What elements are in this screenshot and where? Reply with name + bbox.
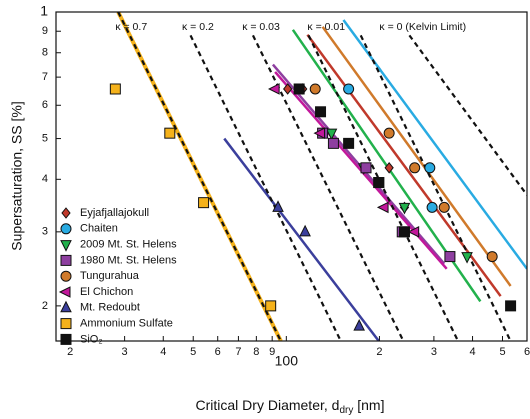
kappa-line xyxy=(117,12,282,341)
marker xyxy=(198,197,210,209)
marker xyxy=(461,252,473,264)
y-tick-label: 6 xyxy=(42,99,48,111)
marker xyxy=(343,137,355,149)
legend-marker xyxy=(61,207,71,219)
marker xyxy=(343,83,355,95)
marker xyxy=(398,202,411,215)
legend-marker xyxy=(60,333,72,345)
marker xyxy=(315,106,327,118)
marker xyxy=(383,127,395,139)
marker xyxy=(444,251,456,263)
marker xyxy=(299,224,311,237)
x-tick-label: 6 xyxy=(524,346,530,358)
legend-marker xyxy=(60,300,72,313)
x-tick-label: 100 xyxy=(275,353,299,369)
x-tick-label: 3 xyxy=(122,346,128,358)
marker xyxy=(376,201,389,214)
legend-label: 1980 Mt. St. Helens xyxy=(80,254,177,266)
marker xyxy=(353,319,365,331)
marker xyxy=(373,177,385,189)
y-tick-label: 5 xyxy=(42,132,48,144)
marker xyxy=(265,300,277,312)
fit-line xyxy=(306,33,502,297)
marker xyxy=(283,83,293,95)
legend-marker xyxy=(60,240,72,252)
annotation: κ = 0 (Kelvin Limit) xyxy=(379,21,466,33)
marker xyxy=(505,300,517,312)
x-tick-label: 6 xyxy=(215,346,221,358)
x-tick-label: 2 xyxy=(376,346,382,358)
kappa-line xyxy=(307,34,460,341)
y-axis-label: Supersaturation, SS [%] xyxy=(9,101,25,250)
fit-line xyxy=(321,26,512,287)
x-tick-label: 5 xyxy=(499,346,505,358)
y-tick-label: 3 xyxy=(42,226,48,238)
x-tick-label: 3 xyxy=(431,346,437,358)
x-tick-label: 5 xyxy=(190,346,196,358)
legend-marker xyxy=(60,223,72,235)
marker xyxy=(360,162,372,174)
kappa-line xyxy=(408,34,527,196)
y-tick-label: 8 xyxy=(42,47,48,59)
x-tick-label: 9 xyxy=(269,346,275,358)
x-tick-label: 8 xyxy=(253,346,259,358)
y-tick-label: 9 xyxy=(42,25,48,37)
annotation: κ = 0.2 xyxy=(182,21,214,33)
marker xyxy=(309,83,321,95)
legend-label: Tungurahua xyxy=(80,270,140,282)
x-axis-label-sub: dry xyxy=(339,405,353,416)
marker xyxy=(409,162,421,174)
kappa-line xyxy=(189,34,342,341)
legend-label: 2009 Mt. St. Helens xyxy=(80,239,177,251)
legend-label: Mt. Redoubt xyxy=(80,302,140,314)
marker xyxy=(426,201,438,213)
y-tick-label: 4 xyxy=(42,173,48,185)
marker xyxy=(384,162,394,174)
x-axis-label-main: Critical Dry Diameter, d xyxy=(196,397,340,413)
annotation: κ = 0.7 xyxy=(115,21,147,33)
annotation: κ = 0.01 xyxy=(307,21,345,33)
x-tick-label: 4 xyxy=(469,346,475,358)
marker xyxy=(325,128,338,141)
marker xyxy=(407,226,420,238)
legend-label: Eyjafjallajokull xyxy=(80,207,149,219)
x-tick-label: 4 xyxy=(160,346,166,358)
legend-marker xyxy=(60,270,72,282)
marker xyxy=(327,137,339,149)
marker xyxy=(486,251,498,263)
y-tick-label: 7 xyxy=(42,71,48,83)
marker xyxy=(438,201,450,213)
legend-label: El Chichon xyxy=(80,286,133,298)
marker xyxy=(424,162,436,174)
x-axis-label: Critical Dry Diameter, ddry [nm] xyxy=(196,397,385,416)
x-tick-label: 7 xyxy=(235,346,241,358)
legend-label: Chaiten xyxy=(80,223,118,235)
marker xyxy=(398,226,410,238)
plot-area xyxy=(109,12,527,341)
marker xyxy=(268,83,280,95)
x-tick-label: 2 xyxy=(67,346,73,358)
legend-marker xyxy=(60,254,72,266)
marker xyxy=(164,127,176,139)
fit-line xyxy=(223,137,380,341)
marker xyxy=(272,200,284,212)
marker xyxy=(313,127,326,139)
marker xyxy=(293,83,305,95)
y-tick-label: 2 xyxy=(42,300,48,312)
annotation: κ = 0.03 xyxy=(242,21,280,33)
legend-marker xyxy=(60,318,72,330)
kappa-line xyxy=(359,34,512,341)
y-tick-label: 1 xyxy=(40,3,48,19)
legend-label: Ammonium Sulfate xyxy=(80,318,173,330)
x-axis-label-end: [nm] xyxy=(353,397,384,413)
axes-frame xyxy=(55,11,528,342)
legend-marker xyxy=(58,286,71,298)
marker xyxy=(109,83,121,95)
legend-label: SiO₂ xyxy=(80,333,103,345)
